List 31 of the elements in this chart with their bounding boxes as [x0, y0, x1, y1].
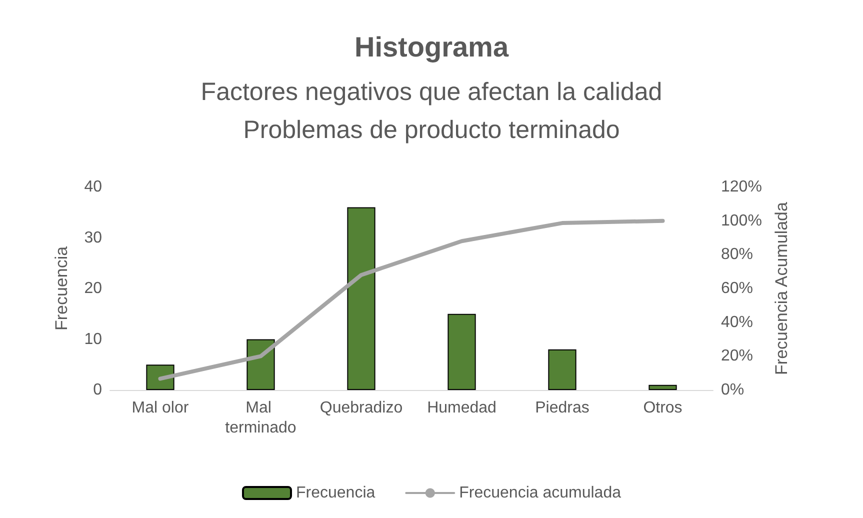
bar: [146, 364, 174, 390]
y2-tick-label: 40%: [721, 314, 754, 331]
x-tick-label: Humedad: [427, 400, 496, 416]
bar: [347, 207, 376, 390]
bar: [548, 349, 576, 390]
bar: [648, 384, 677, 390]
bar: [246, 339, 275, 390]
line-series: [158, 218, 665, 381]
x-tick-label: Mal terminado: [225, 400, 296, 436]
y2-tick-label: 0%: [721, 382, 744, 398]
y2-tick-label: 100%: [721, 212, 762, 230]
y-tick-label: 30: [84, 229, 102, 246]
y2-tick-label: 120%: [721, 178, 762, 196]
x-tick-label: Otros: [643, 400, 682, 416]
y-tick-label: 40: [84, 178, 102, 196]
chart-subtitle: Factores negativos que afectan la calidad Problemas de producto terminado: [200, 78, 662, 144]
y2-tick-label: 20%: [721, 348, 754, 365]
x-tick-label: Piedras: [535, 400, 590, 416]
y2-tick-label: 60%: [721, 280, 754, 297]
y2-tick-label: 80%: [721, 246, 754, 264]
chart-title: Histograma: [354, 32, 509, 62]
x-tick-label: Mal olor: [132, 400, 190, 416]
legend-label: Frecuencia: [296, 484, 376, 502]
legend-label: Frecuencia acumulada: [459, 484, 622, 502]
y-tick-label: 20: [84, 280, 102, 297]
y2-axis-title: Frecuencia Acumulada: [772, 201, 791, 375]
x-tick-label: Quebradizo: [320, 400, 403, 416]
y-axis-title: Frecuencia: [52, 246, 71, 331]
bar: [448, 314, 476, 390]
y-tick-label: 10: [84, 330, 102, 348]
y-tick-label: 0: [93, 382, 102, 398]
